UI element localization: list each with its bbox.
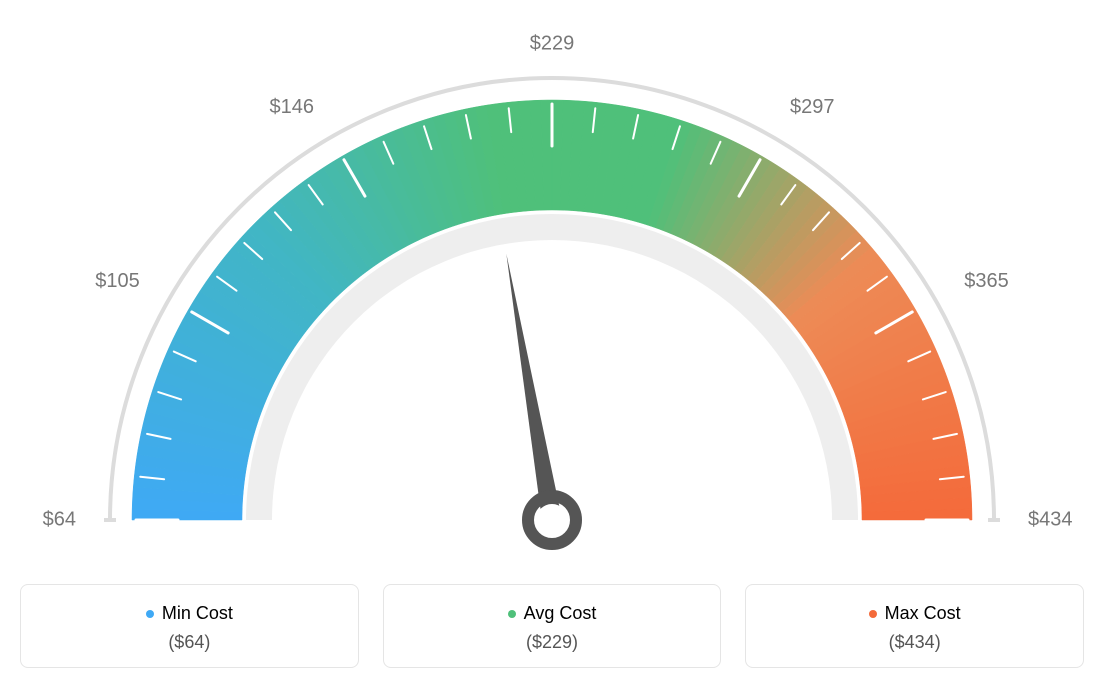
legend-min-label: Min Cost <box>162 603 233 624</box>
gauge-tick-label: $64 <box>43 508 76 530</box>
legend-min-dot <box>146 610 154 618</box>
gauge-tick-label: $434 <box>1028 508 1073 530</box>
legend-card-min: Min Cost ($64) <box>20 584 359 668</box>
legend-min-title: Min Cost <box>146 603 233 624</box>
gauge-svg: $64 $105 $146 $229 $297 $365 $434 <box>20 20 1084 560</box>
legend-max-value: ($434) <box>758 632 1071 653</box>
gauge-tick-label: $146 <box>269 96 314 118</box>
legend-row: Min Cost ($64) Avg Cost ($229) Max Cost … <box>20 584 1084 668</box>
legend-avg-title: Avg Cost <box>508 603 597 624</box>
legend-card-max: Max Cost ($434) <box>745 584 1084 668</box>
legend-avg-label: Avg Cost <box>524 603 597 624</box>
gauge-svg-container: $64 $105 $146 $229 $297 $365 $434 <box>20 20 1084 560</box>
cost-gauge-chart: $64 $105 $146 $229 $297 $365 $434 Min Cost ($6… <box>20 20 1084 668</box>
gauge-needle-hub-inner <box>536 504 568 536</box>
gauge-tick-label: $229 <box>530 32 575 54</box>
gauge-tick-label: $297 <box>790 96 835 118</box>
legend-max-title: Max Cost <box>869 603 961 624</box>
legend-min-value: ($64) <box>33 632 346 653</box>
legend-card-avg: Avg Cost ($229) <box>383 584 722 668</box>
legend-avg-dot <box>508 610 516 618</box>
legend-max-dot <box>869 610 877 618</box>
gauge-needle <box>506 254 561 522</box>
legend-max-label: Max Cost <box>885 603 961 624</box>
legend-avg-value: ($229) <box>396 632 709 653</box>
gauge-tick-label: $365 <box>964 270 1009 292</box>
gauge-tick-label: $105 <box>95 270 140 292</box>
